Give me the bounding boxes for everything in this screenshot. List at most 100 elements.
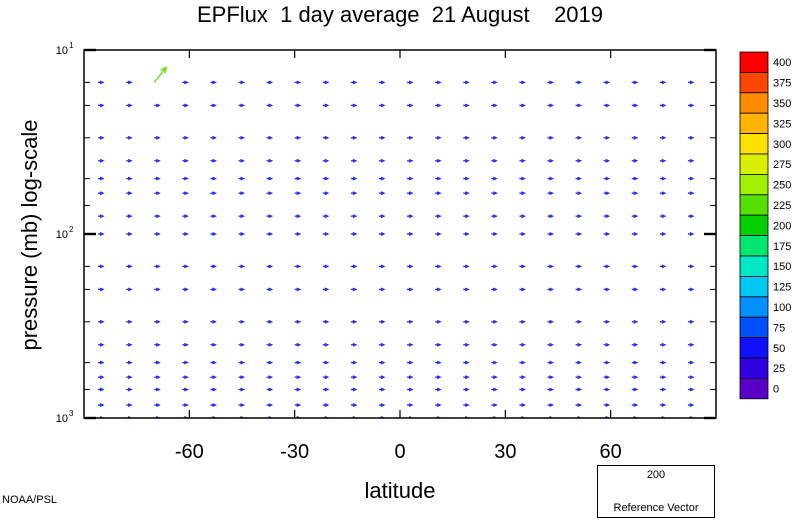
flux-vector <box>631 387 639 392</box>
flux-vector <box>266 287 274 292</box>
flux-vector <box>631 232 639 236</box>
flux-vector <box>547 319 555 324</box>
flux-vector <box>687 387 695 392</box>
flux-vector <box>547 387 555 392</box>
flux-vector <box>378 214 386 219</box>
flux-vector <box>407 103 414 108</box>
flux-vector <box>322 214 330 219</box>
flux-vector <box>659 214 667 219</box>
flux-vector <box>210 319 217 324</box>
flux-vector <box>519 214 526 219</box>
flux-vector <box>631 158 639 163</box>
flux-vector <box>519 403 526 407</box>
flux-vector <box>407 264 414 269</box>
flux-vector <box>407 403 414 407</box>
colorbar-label: 275 <box>773 159 791 171</box>
flux-vector <box>210 403 217 407</box>
x-tick-label: -60 <box>175 441 204 463</box>
flux-vector <box>182 232 189 236</box>
colorbar-label: 175 <box>773 241 791 253</box>
flux-vector <box>547 214 555 219</box>
flux-vector <box>210 214 217 219</box>
flux-vector <box>575 287 583 292</box>
flux-vector <box>266 360 274 365</box>
flux-vector <box>238 287 246 292</box>
flux-vector <box>435 232 442 236</box>
colorbar-swatch <box>739 112 769 134</box>
flux-vector <box>547 103 555 108</box>
flux-vector <box>350 191 358 196</box>
flux-vector <box>603 176 611 181</box>
flux-vector <box>126 80 133 85</box>
plot-frame <box>83 49 717 419</box>
flux-vector <box>182 342 189 347</box>
colorbar-label: 25 <box>773 363 785 375</box>
colorbar-label: 225 <box>773 200 791 212</box>
flux-vector <box>322 135 330 140</box>
flux-vector <box>603 287 611 292</box>
flux-vector <box>603 264 611 269</box>
flux-vector <box>687 191 695 196</box>
flux-vector <box>322 103 330 108</box>
flux-vector <box>238 80 246 85</box>
flux-vector <box>491 176 498 181</box>
flux-vector <box>463 191 470 196</box>
flux-vector <box>659 103 667 108</box>
flux-vector <box>435 158 442 163</box>
flux-vector <box>238 214 246 219</box>
flux-vector <box>238 375 246 380</box>
flux-vector <box>575 387 583 392</box>
flux-vector <box>266 403 274 407</box>
flux-vector <box>322 191 330 196</box>
flux-vector <box>182 403 189 407</box>
flux-vector <box>98 264 105 269</box>
flux-vector <box>491 232 498 236</box>
flux-vector <box>182 287 189 292</box>
flux-vector <box>294 287 302 292</box>
flux-vector <box>575 375 583 380</box>
colorbar-swatch <box>739 255 769 277</box>
flux-vector <box>463 403 470 407</box>
flux-vector <box>378 342 386 347</box>
flux-vector <box>154 375 161 380</box>
flux-vector <box>407 319 414 324</box>
flux-vector <box>491 387 498 392</box>
flux-vector <box>154 360 161 365</box>
colorbar-label: 75 <box>773 322 785 334</box>
flux-vector <box>603 135 611 140</box>
flux-vector <box>378 80 386 85</box>
flux-vector <box>491 214 498 219</box>
flux-vector <box>238 403 246 407</box>
colorbar-label: 375 <box>773 78 791 90</box>
flux-vector <box>603 360 611 365</box>
flux-vector <box>126 264 133 269</box>
credit-label: NOAA/PSL <box>2 494 58 506</box>
flux-vector <box>238 176 246 181</box>
flux-vector <box>435 416 442 418</box>
flux-vector <box>631 403 639 407</box>
flux-vector <box>491 191 498 196</box>
reference-label: Reference Vector <box>613 502 699 514</box>
flux-vector <box>266 375 274 380</box>
flux-vector <box>519 360 526 365</box>
flux-vector <box>378 360 386 365</box>
flux-vector <box>435 387 442 392</box>
colorbar-swatch <box>739 275 769 298</box>
flux-vector <box>126 176 133 181</box>
flux-vector <box>463 135 470 140</box>
flux-vector <box>687 360 695 365</box>
flux-vector <box>322 287 330 292</box>
flux-vector <box>182 158 189 163</box>
flux-vector <box>350 403 358 407</box>
flux-vector <box>575 214 583 219</box>
flux-vector <box>463 176 470 181</box>
flux-vector <box>378 416 386 418</box>
flux-vector <box>98 287 105 292</box>
flux-vector <box>238 342 246 347</box>
flux-vector <box>519 158 526 163</box>
flux-vector <box>350 387 358 392</box>
flux-vector <box>294 387 302 392</box>
flux-vector <box>631 342 639 347</box>
